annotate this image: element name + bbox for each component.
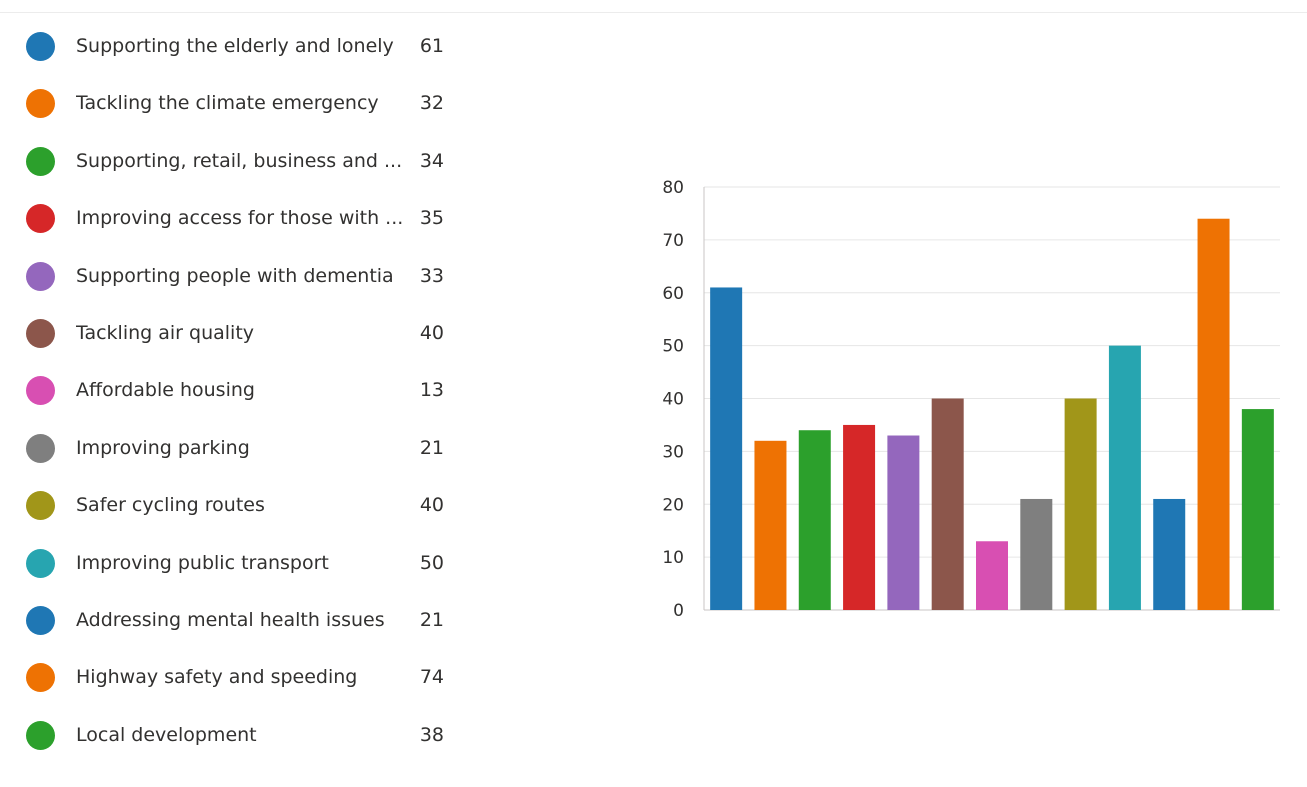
y-tick-label: 0 — [673, 601, 684, 621]
legend-count: 35 — [419, 207, 444, 230]
bar[interactable] — [798, 430, 831, 610]
legend-label: Supporting the elderly and lonely — [76, 35, 394, 57]
legend-label: Safer cycling routes — [76, 494, 265, 517]
legend-swatch — [26, 548, 55, 578]
legend-label: Highway safety and speeding — [76, 666, 358, 689]
legend-label: Supporting people with dementia — [76, 264, 394, 287]
legend-item[interactable]: Improving public transport 50 — [26, 535, 466, 592]
legend-item[interactable]: Improving parking 21 — [26, 420, 466, 477]
legend-item[interactable]: Improving access for those with ... 35 — [26, 190, 466, 247]
y-tick-label: 80 — [662, 178, 684, 198]
legend-swatch — [26, 204, 55, 234]
legend-label: Tackling air quality — [76, 321, 255, 344]
bar[interactable] — [1108, 345, 1141, 610]
legend-item[interactable]: Tackling the climate emergency 32 — [26, 75, 466, 132]
legend-count: 38 — [419, 723, 444, 746]
bar[interactable] — [1153, 498, 1186, 610]
legend-item[interactable]: Highway safety and speeding 74 — [26, 649, 466, 706]
legend-label: Improving public transport — [76, 551, 329, 574]
legend-count: 50 — [419, 551, 444, 574]
bar[interactable] — [1241, 409, 1274, 610]
legend-label: Addressing mental health issues — [76, 608, 385, 631]
legend-swatch — [26, 663, 55, 693]
bar[interactable] — [931, 398, 964, 611]
legend-swatch — [26, 433, 55, 463]
bar[interactable] — [1064, 398, 1097, 611]
y-tick-label: 50 — [662, 337, 684, 357]
y-tick-label: 10 — [662, 548, 684, 568]
legend-label: Supporting, retail, business and ... — [76, 149, 403, 172]
y-tick-label: 20 — [662, 495, 684, 515]
legend-item[interactable]: Supporting people with dementia 33 — [26, 248, 466, 305]
legend-count: 21 — [419, 436, 444, 459]
bar-chart: 0 10 20 30 40 50 60 70 80 — [662, 178, 1280, 621]
legend-label: Tackling the climate emergency — [76, 92, 379, 115]
legend-label: Local development — [76, 723, 257, 746]
y-tick-label: 30 — [662, 442, 684, 462]
legend-item[interactable]: Safer cycling routes 40 — [26, 477, 466, 534]
legend-label: Improving parking — [76, 436, 250, 459]
legend-swatch — [26, 605, 55, 635]
legend-swatch — [26, 376, 55, 406]
legend-swatch — [26, 32, 55, 61]
legend-label: Affordable housing — [76, 379, 255, 402]
bar[interactable] — [1197, 218, 1230, 610]
bar[interactable] — [976, 541, 1008, 610]
legend-swatch — [26, 89, 55, 119]
legend-swatch — [26, 318, 55, 348]
legend-count: 40 — [419, 494, 444, 517]
legend-count: 33 — [419, 264, 444, 287]
y-tick-label: 60 — [662, 284, 684, 304]
legend-swatch — [26, 261, 55, 291]
legend-item[interactable]: Local development 38 — [26, 707, 466, 764]
y-tick-label: 70 — [662, 231, 684, 251]
legend-item[interactable]: Addressing mental health issues 21 — [26, 592, 466, 649]
legend-count: 34 — [419, 149, 444, 172]
legend-count: 13 — [419, 379, 444, 402]
legend-count: 32 — [419, 92, 444, 115]
bar[interactable] — [843, 424, 876, 610]
legend-item[interactable]: Tackling air quality 40 — [26, 305, 466, 362]
bar[interactable] — [887, 435, 920, 610]
legend-swatch — [26, 146, 55, 176]
legend-count: 21 — [419, 608, 444, 631]
legend-item[interactable]: Affordable housing 13 — [26, 362, 466, 419]
legend-count: 61 — [419, 35, 444, 57]
legend-count: 40 — [419, 321, 444, 344]
legend-swatch — [26, 720, 55, 750]
bar[interactable] — [710, 287, 743, 610]
legend-swatch — [26, 491, 55, 521]
legend-item[interactable]: Supporting the elderly and lonely 61 — [26, 18, 466, 75]
legend-item[interactable]: Supporting, retail, business and ... 34 — [26, 133, 466, 190]
y-tick-label: 40 — [662, 390, 684, 410]
top-divider — [0, 12, 1307, 13]
bar[interactable] — [1020, 498, 1053, 610]
legend-count: 74 — [419, 666, 444, 689]
legend: Supporting the elderly and lonely 61 Tackl… — [26, 18, 466, 764]
legend-label: Improving access for those with ... — [76, 207, 404, 230]
bar[interactable] — [754, 440, 787, 610]
